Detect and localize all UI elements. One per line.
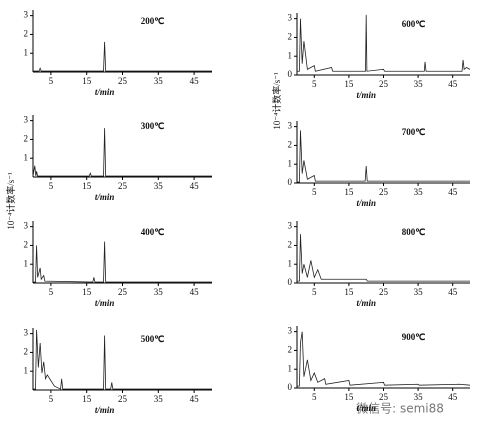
signal-line [297, 14, 471, 72]
x-tick-label: 35 [414, 392, 424, 402]
x-tick-label: 15 [344, 79, 354, 89]
x-tick-label: 45 [448, 79, 458, 89]
y-tick-label: 2 [24, 133, 29, 143]
watermark: 微信号: semi88 [356, 402, 444, 416]
x-tick-label: 35 [414, 79, 424, 89]
signal-line [32, 128, 212, 177]
y-tick-label: 3 [288, 326, 293, 336]
x-tick-label: 35 [414, 287, 424, 297]
x-tick-label: 35 [154, 287, 164, 297]
x-axis-label: t/min [95, 405, 115, 415]
x-tick-label: 25 [379, 187, 389, 197]
y-tick-label: 3 [24, 328, 29, 338]
x-axis-label: t/min [356, 403, 376, 413]
x-tick-label: 35 [154, 181, 164, 191]
y-tick-label: 1 [24, 365, 29, 375]
y-tick-label: 2 [288, 31, 293, 41]
x-axis-label: t/min [356, 198, 376, 208]
x-tick-label: 35 [414, 187, 424, 197]
x-tick-label: 15 [82, 287, 92, 297]
signal-line [297, 331, 471, 387]
y-tick-label: 2 [24, 239, 29, 249]
x-tick-label: 5 [49, 287, 54, 297]
x-tick-label: 15 [344, 392, 354, 402]
x-tick-label: 5 [312, 79, 317, 89]
panel-title: 400℃ [141, 227, 165, 237]
y-tick-label: 3 [24, 115, 29, 125]
y-tick-label: 1 [288, 158, 293, 168]
panel-title: 600℃ [402, 19, 426, 29]
signal-line [33, 329, 212, 390]
x-tick-label: 15 [344, 187, 354, 197]
y-tick-label: 1 [24, 152, 29, 162]
signal-line [297, 234, 470, 282]
signal-line [33, 241, 212, 283]
x-tick-label: 15 [344, 287, 354, 297]
panel-title: 200℃ [141, 16, 165, 26]
y-tick-label: 0 [288, 277, 293, 287]
x-tick-label: 5 [49, 394, 54, 404]
y-tick-label: 1 [288, 363, 293, 373]
x-tick-label: 5 [312, 392, 317, 402]
x-tick-label: 45 [190, 394, 200, 404]
y-tick-label: 2 [24, 346, 29, 356]
y-tick-label: 0 [288, 177, 293, 187]
y-tick-label: 2 [24, 28, 29, 38]
x-tick-label: 15 [82, 76, 92, 86]
x-tick-label: 25 [118, 76, 128, 86]
signal-line [297, 130, 470, 183]
x-axis-label: t/min [95, 192, 115, 202]
y-tick-label: 2 [288, 239, 293, 249]
y-tick-label: 1 [24, 258, 29, 268]
x-tick-label: 25 [118, 181, 128, 191]
panel-title: 700℃ [402, 127, 426, 137]
x-tick-label: 15 [82, 394, 92, 404]
x-tick-label: 45 [448, 392, 458, 402]
x-tick-label: 5 [49, 181, 54, 191]
x-tick-label: 5 [49, 76, 54, 86]
x-axis-label: t/min [95, 298, 115, 308]
panel-title: 900℃ [402, 332, 426, 342]
x-tick-label: 45 [448, 187, 458, 197]
panel-title: 300℃ [141, 121, 165, 131]
y-tick-label: 1 [288, 50, 293, 60]
x-tick-label: 45 [190, 76, 200, 86]
y-tick-label: 3 [288, 121, 293, 131]
x-tick-label: 35 [154, 394, 164, 404]
x-tick-label: 25 [379, 287, 389, 297]
y-axis-label: 10⁻⁴计数率/s⁻¹ [5, 172, 16, 230]
x-tick-label: 25 [118, 287, 128, 297]
x-tick-label: 45 [190, 287, 200, 297]
y-axis-label: 10⁻⁴计数率/s⁻¹ [271, 72, 282, 130]
x-axis-label: t/min [356, 298, 376, 308]
x-tick-label: 35 [154, 76, 164, 86]
x-axis-label: t/min [356, 90, 376, 100]
y-tick-label: 3 [24, 10, 29, 20]
x-tick-label: 45 [448, 287, 458, 297]
panel-title: 500℃ [141, 334, 165, 344]
signal-line [33, 41, 212, 72]
x-tick-label: 25 [118, 394, 128, 404]
x-tick-label: 25 [379, 392, 389, 402]
y-tick-label: 2 [288, 139, 293, 149]
x-tick-label: 5 [312, 187, 317, 197]
y-tick-label: 1 [288, 258, 293, 268]
y-tick-label: 3 [288, 221, 293, 231]
y-tick-label: 0 [288, 382, 293, 392]
y-tick-label: 3 [24, 221, 29, 231]
y-tick-label: 1 [24, 47, 29, 57]
y-tick-label: 2 [288, 344, 293, 354]
x-tick-label: 15 [82, 181, 92, 191]
y-tick-label: 0 [288, 69, 293, 79]
x-tick-label: 45 [190, 181, 200, 191]
x-tick-label: 25 [379, 79, 389, 89]
x-axis-label: t/min [95, 87, 115, 97]
x-tick-label: 5 [312, 287, 317, 297]
y-tick-label: 3 [288, 13, 293, 23]
panel-title: 800℃ [402, 227, 426, 237]
